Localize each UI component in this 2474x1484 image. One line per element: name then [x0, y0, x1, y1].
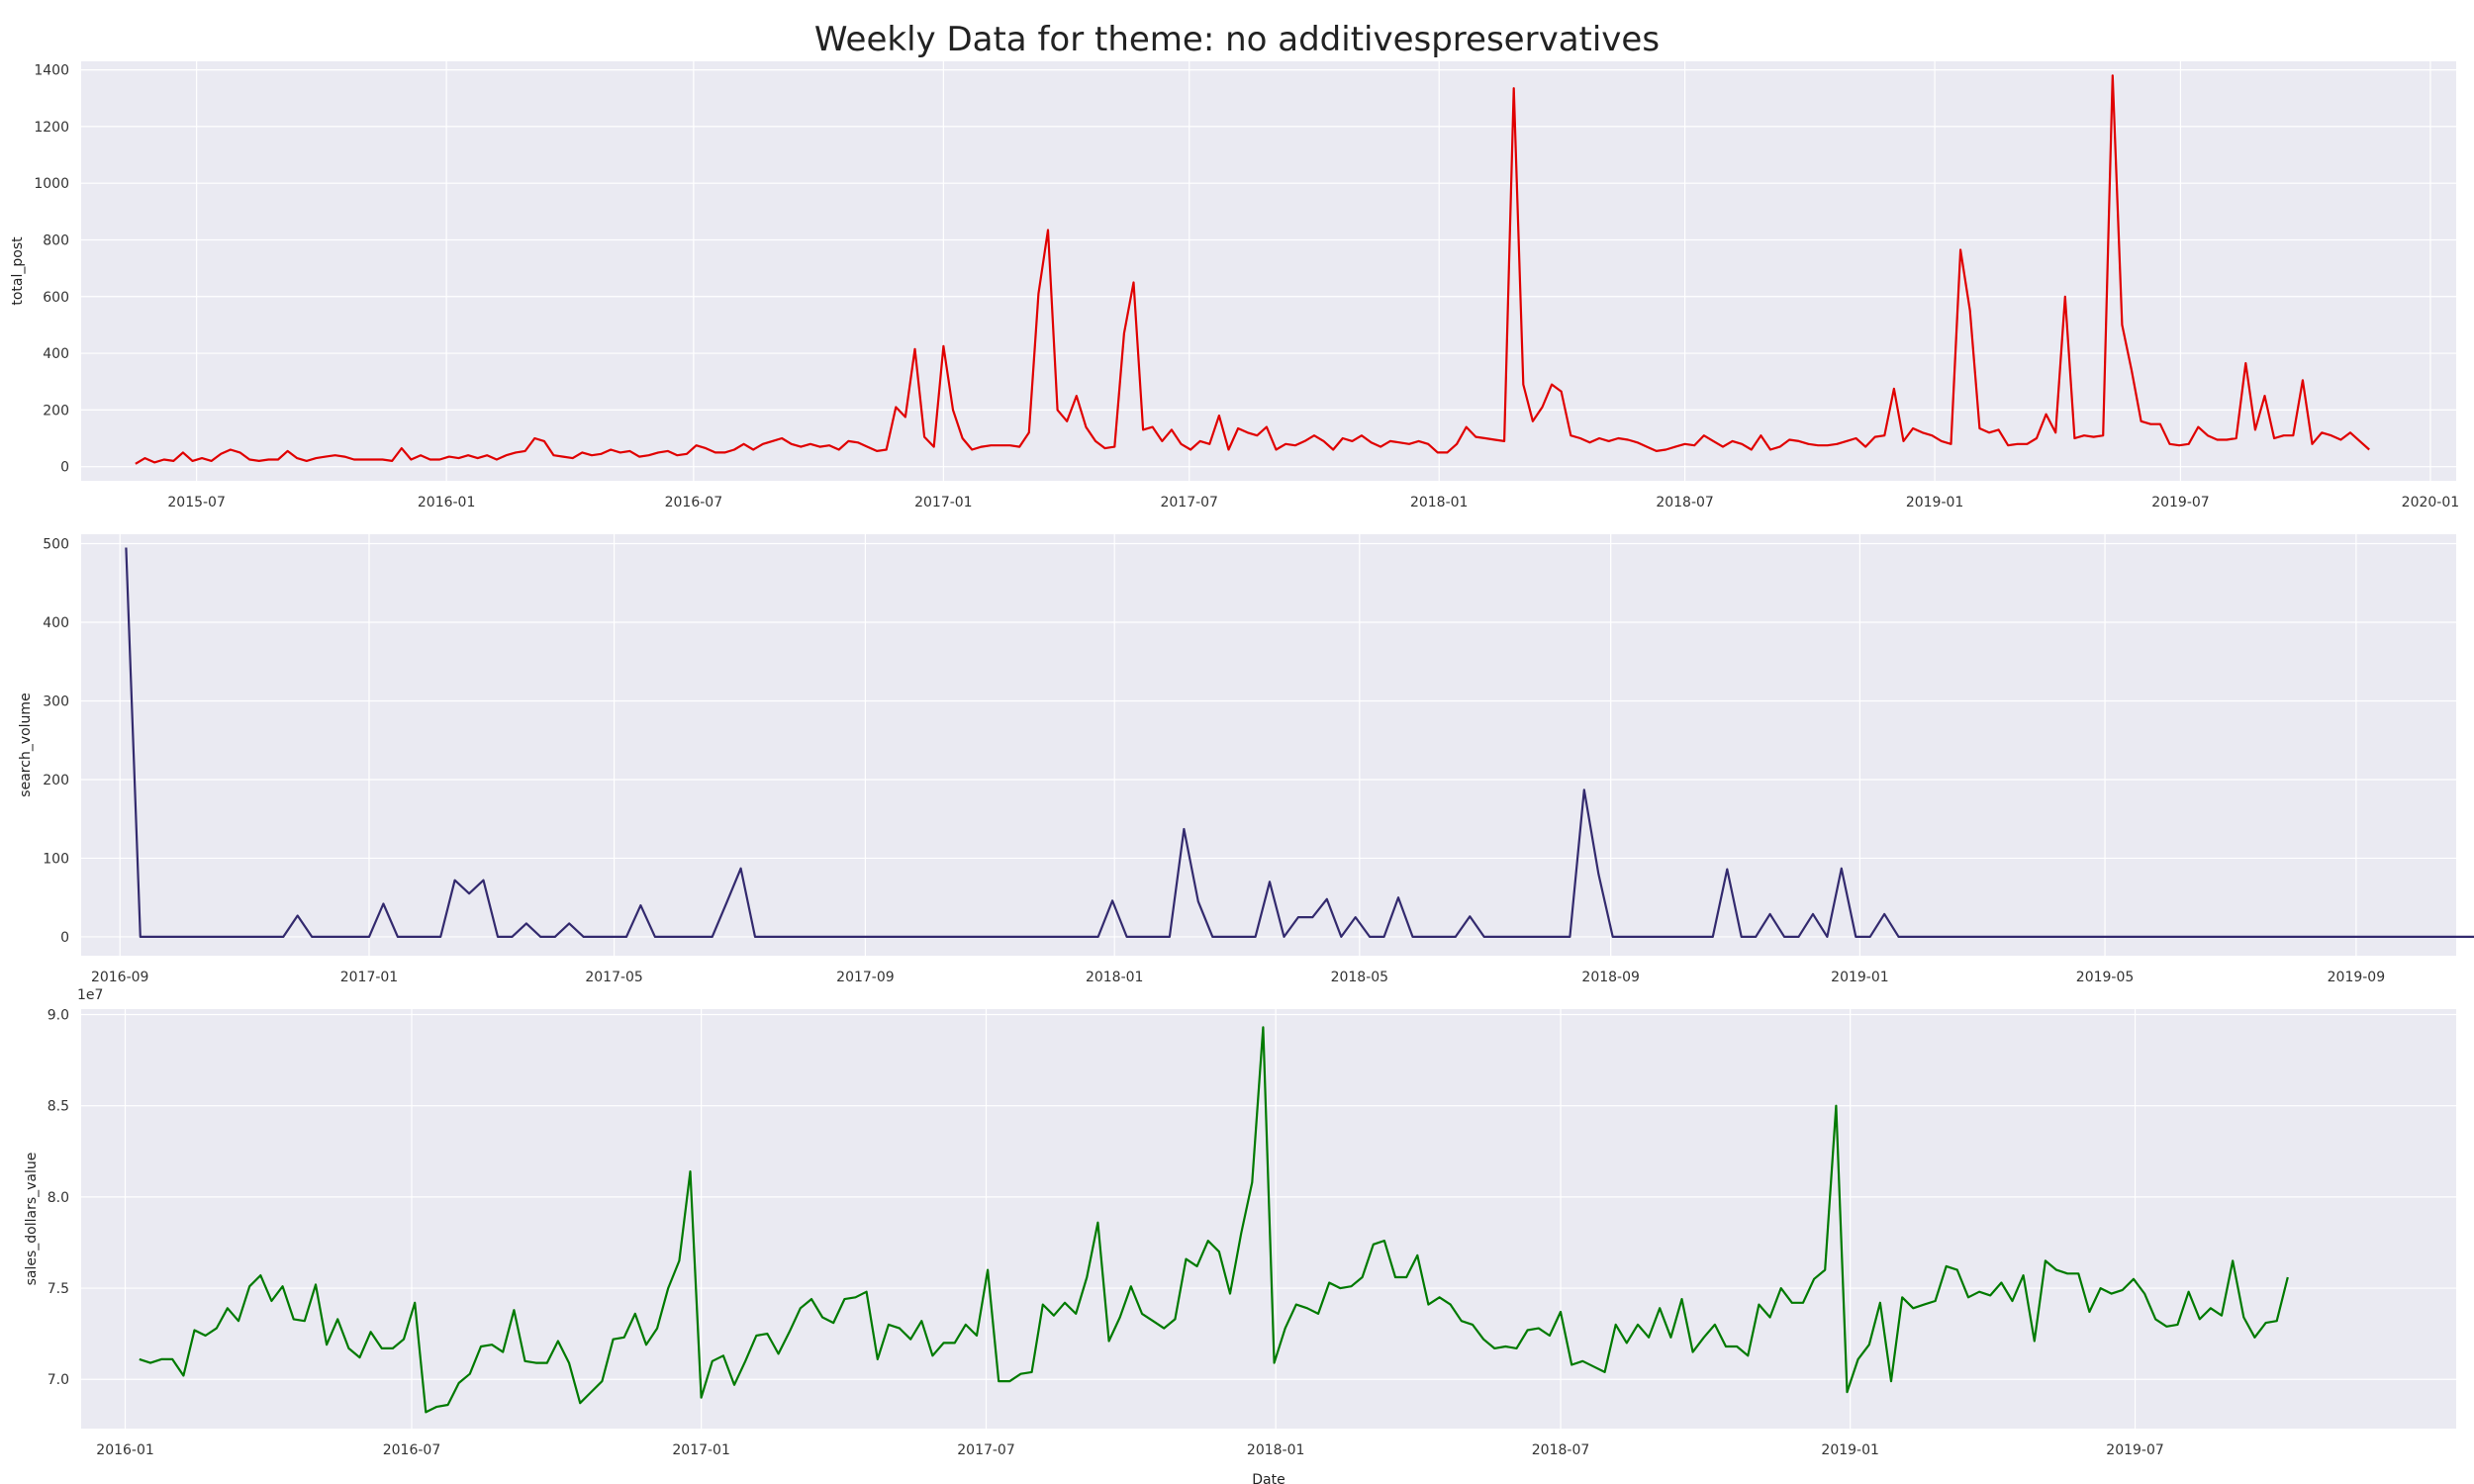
x-tick-label: 2019-05 — [2076, 970, 2135, 985]
y-tick-label: 1400 — [34, 63, 69, 79]
x-tick-label: 2020-01 — [2402, 495, 2460, 510]
series-line — [139, 1026, 2289, 1414]
plot-background — [81, 61, 2456, 481]
x-tick-label: 2015-07 — [167, 495, 226, 510]
y-tick-label: 400 — [43, 615, 69, 631]
x-tick-label: 2018-07 — [1532, 1442, 1590, 1458]
series-line — [135, 74, 2370, 465]
x-tick-label: 2019-07 — [2106, 1442, 2164, 1458]
x-tick-label: 2018-01 — [1410, 495, 1469, 510]
x-tick-label: 2019-01 — [1821, 1442, 1879, 1458]
x-tick-label: 2016-01 — [418, 495, 476, 510]
y-tick-label: 0 — [60, 930, 69, 946]
x-tick-label: 2017-01 — [672, 1442, 730, 1458]
x-tick-label: 2017-05 — [585, 970, 643, 985]
panel-2: 0 100 200 300 400 500 2016-09 2017-01 2017-05 201… — [18, 534, 2474, 985]
x-tick-label: 2018-05 — [1331, 970, 1389, 985]
x-tick-label: 2019-01 — [1831, 970, 1889, 985]
x-tick-label: 2016-07 — [665, 495, 723, 510]
x-tick-label: 2018-09 — [1581, 970, 1640, 985]
x-tick-label: 2019-07 — [2151, 495, 2210, 510]
y-tick-label: 9.0 — [48, 1008, 69, 1024]
y-tick-label: 300 — [43, 694, 69, 709]
plot-background — [81, 534, 2456, 956]
y-tick-label: 7.5 — [48, 1281, 69, 1297]
y-tick-label: 0 — [60, 460, 69, 476]
x-tick-label: 2017-07 — [957, 1442, 1015, 1458]
x-tick-label: 2018-01 — [1247, 1442, 1305, 1458]
y-axis-label: total_post — [10, 236, 26, 306]
y-tick-label: 100 — [43, 851, 69, 867]
x-tick-label: 2017-09 — [836, 970, 895, 985]
x-tick-label: 2017-07 — [1160, 495, 1218, 510]
y-tick-label: 1000 — [34, 176, 69, 192]
y-axis-label: search_volume — [18, 693, 34, 796]
y-tick-label: 400 — [43, 346, 69, 362]
x-tick-label: 2017-01 — [340, 970, 399, 985]
x-tick-label: 2018-01 — [1086, 970, 1144, 985]
y-tick-label: 8.5 — [48, 1099, 69, 1115]
x-tick-label: 2016-09 — [91, 970, 149, 985]
x-tick-label: 2019-09 — [2328, 970, 2386, 985]
panel-3: 7.0 7.5 8.0 8.5 9.0 2016-01 2016-07 2017-01 2017… — [24, 987, 2456, 1484]
x-axis-label: Date — [1252, 1472, 1285, 1484]
x-tick-label: 2017-01 — [914, 495, 973, 510]
y-tick-label: 7.0 — [48, 1372, 69, 1388]
y-tick-label: 8.0 — [48, 1190, 69, 1206]
x-tick-label: 2018-07 — [1656, 495, 1714, 510]
series-line — [125, 547, 2474, 938]
panel-1: 0 200 400 600 800 1000 1200 1400 2015-07 2016-01 2… — [10, 61, 2459, 510]
y-tick-label: 500 — [43, 537, 69, 553]
y-tick-label: 800 — [43, 232, 69, 248]
y-tick-label: 200 — [43, 773, 69, 788]
x-tick-label: 2019-01 — [1906, 495, 1964, 510]
y-tick-label: 600 — [43, 290, 69, 306]
y-tick-label: 1200 — [34, 120, 69, 136]
y-scale-label: 1e7 — [77, 987, 103, 1003]
y-tick-label: 200 — [43, 403, 69, 418]
x-tick-label: 2016-01 — [96, 1442, 154, 1458]
x-tick-label: 2016-07 — [383, 1442, 441, 1458]
figure-title: Weekly Data for theme: no additivesprese… — [813, 20, 1661, 59]
y-axis-label: sales_dollars_value — [24, 1153, 40, 1286]
